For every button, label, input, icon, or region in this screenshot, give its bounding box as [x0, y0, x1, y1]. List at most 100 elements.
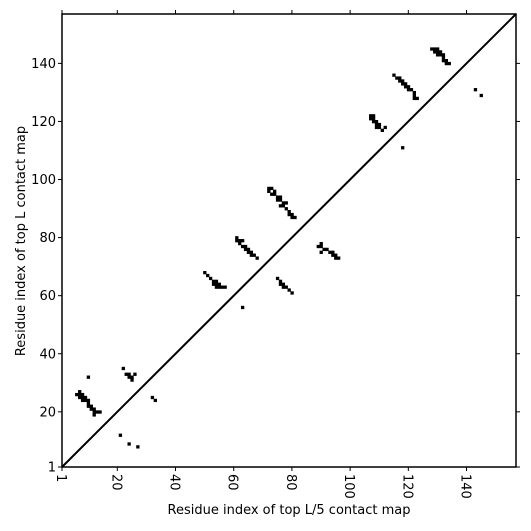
contact-cell [127, 372, 131, 376]
contact-cell [220, 285, 224, 289]
y-tick-label: 120 [31, 115, 56, 130]
contact-cell [235, 236, 239, 240]
contact-cell [406, 85, 411, 89]
contact-cell [92, 410, 96, 414]
contact-cell [290, 291, 294, 295]
contact-cell [444, 61, 449, 66]
contact-cell [208, 276, 213, 281]
y-tick-label: 140 [31, 57, 56, 72]
contact-cell [75, 392, 79, 397]
contact-cell [377, 125, 382, 130]
contact-cell [127, 442, 131, 446]
contact-cell [80, 392, 85, 397]
y-tick-label: 100 [31, 173, 56, 188]
contact-cell [86, 375, 91, 379]
contact-cell [319, 241, 323, 246]
contact-cell [275, 276, 280, 281]
contact-cell [86, 398, 91, 403]
contact-cell [415, 96, 419, 101]
contact-cell [238, 239, 242, 243]
x-tick-label: 60 [225, 474, 240, 491]
contact-cell [255, 256, 259, 260]
contact-cell [401, 82, 405, 86]
contact-cell [83, 398, 88, 403]
contact-cell [78, 390, 82, 394]
contact-cell [130, 378, 134, 382]
contact-cell [275, 195, 280, 199]
contact-cell [337, 256, 341, 260]
contact-cell [214, 279, 219, 283]
contact-cell [281, 282, 286, 286]
contact-cell [406, 88, 411, 92]
contact-cell [398, 79, 402, 83]
contact-cell [118, 433, 123, 437]
contact-cell [412, 96, 416, 101]
contact-cell [98, 410, 102, 414]
contact-cell [403, 85, 408, 89]
contact-cell [287, 212, 291, 217]
contact-cell [240, 305, 245, 310]
x-axis-label: Residue index of top L/5 contact map [168, 503, 411, 518]
contact-cells [75, 47, 483, 449]
contact-cell [287, 210, 291, 214]
contact-cell [130, 375, 134, 379]
contact-cell [92, 407, 96, 411]
contact-cell [89, 407, 93, 411]
contact-cell [275, 198, 280, 202]
x-tick-label: 40 [167, 474, 182, 491]
contact-cell [284, 207, 288, 211]
contact-cell [284, 285, 288, 289]
contact-cell [395, 76, 399, 80]
contact-cell [473, 88, 478, 92]
contact-cell [238, 241, 242, 246]
contact-cell [281, 204, 286, 208]
y-tick-label: 80 [39, 231, 56, 246]
contact-cell [409, 88, 414, 92]
contact-cell [281, 201, 286, 205]
contact-cell [412, 93, 416, 98]
contact-cell [217, 285, 222, 289]
contact-cell [441, 56, 446, 60]
contact-cell [153, 398, 157, 403]
contact-cell [150, 395, 155, 400]
x-tick-label: 100 [341, 474, 356, 499]
contact-cell [223, 285, 227, 289]
contact-cell [86, 404, 91, 408]
contact-cell [369, 114, 373, 118]
y-tick-label: 60 [39, 289, 56, 304]
contact-cell [136, 445, 140, 449]
contact-cell [403, 82, 408, 86]
contact-cell [127, 375, 131, 379]
contact-cell [438, 50, 443, 54]
contact-cell [401, 79, 405, 83]
contact-cell [252, 253, 256, 257]
contact-cell [270, 192, 274, 196]
contact-cell [377, 122, 382, 127]
contact-cell [80, 398, 85, 403]
contact-cell [86, 401, 91, 405]
contact-cell [435, 47, 440, 51]
x-tick-label: 140 [458, 474, 473, 499]
contact-cell [412, 90, 416, 95]
contact-cell [272, 192, 277, 196]
contact-cell [83, 395, 88, 400]
contact-cell [78, 392, 82, 397]
contact-cell [290, 215, 294, 220]
contact-cell [435, 53, 440, 57]
contact-cell [371, 114, 376, 118]
contact-cell [380, 128, 384, 132]
contact-cell [290, 212, 294, 217]
contact-cell [243, 247, 248, 252]
contact-cell [371, 119, 376, 124]
contact-cell [374, 122, 379, 127]
contact-cell [328, 250, 332, 254]
contact-cell [214, 285, 219, 289]
contact-cell [319, 244, 323, 249]
contact-cell [433, 50, 437, 54]
contact-cell [211, 279, 216, 283]
y-tick-label: 1 [48, 461, 56, 476]
contact-cell [249, 253, 254, 257]
x-tick-label: 120 [399, 474, 414, 499]
contact-cell [284, 201, 288, 205]
